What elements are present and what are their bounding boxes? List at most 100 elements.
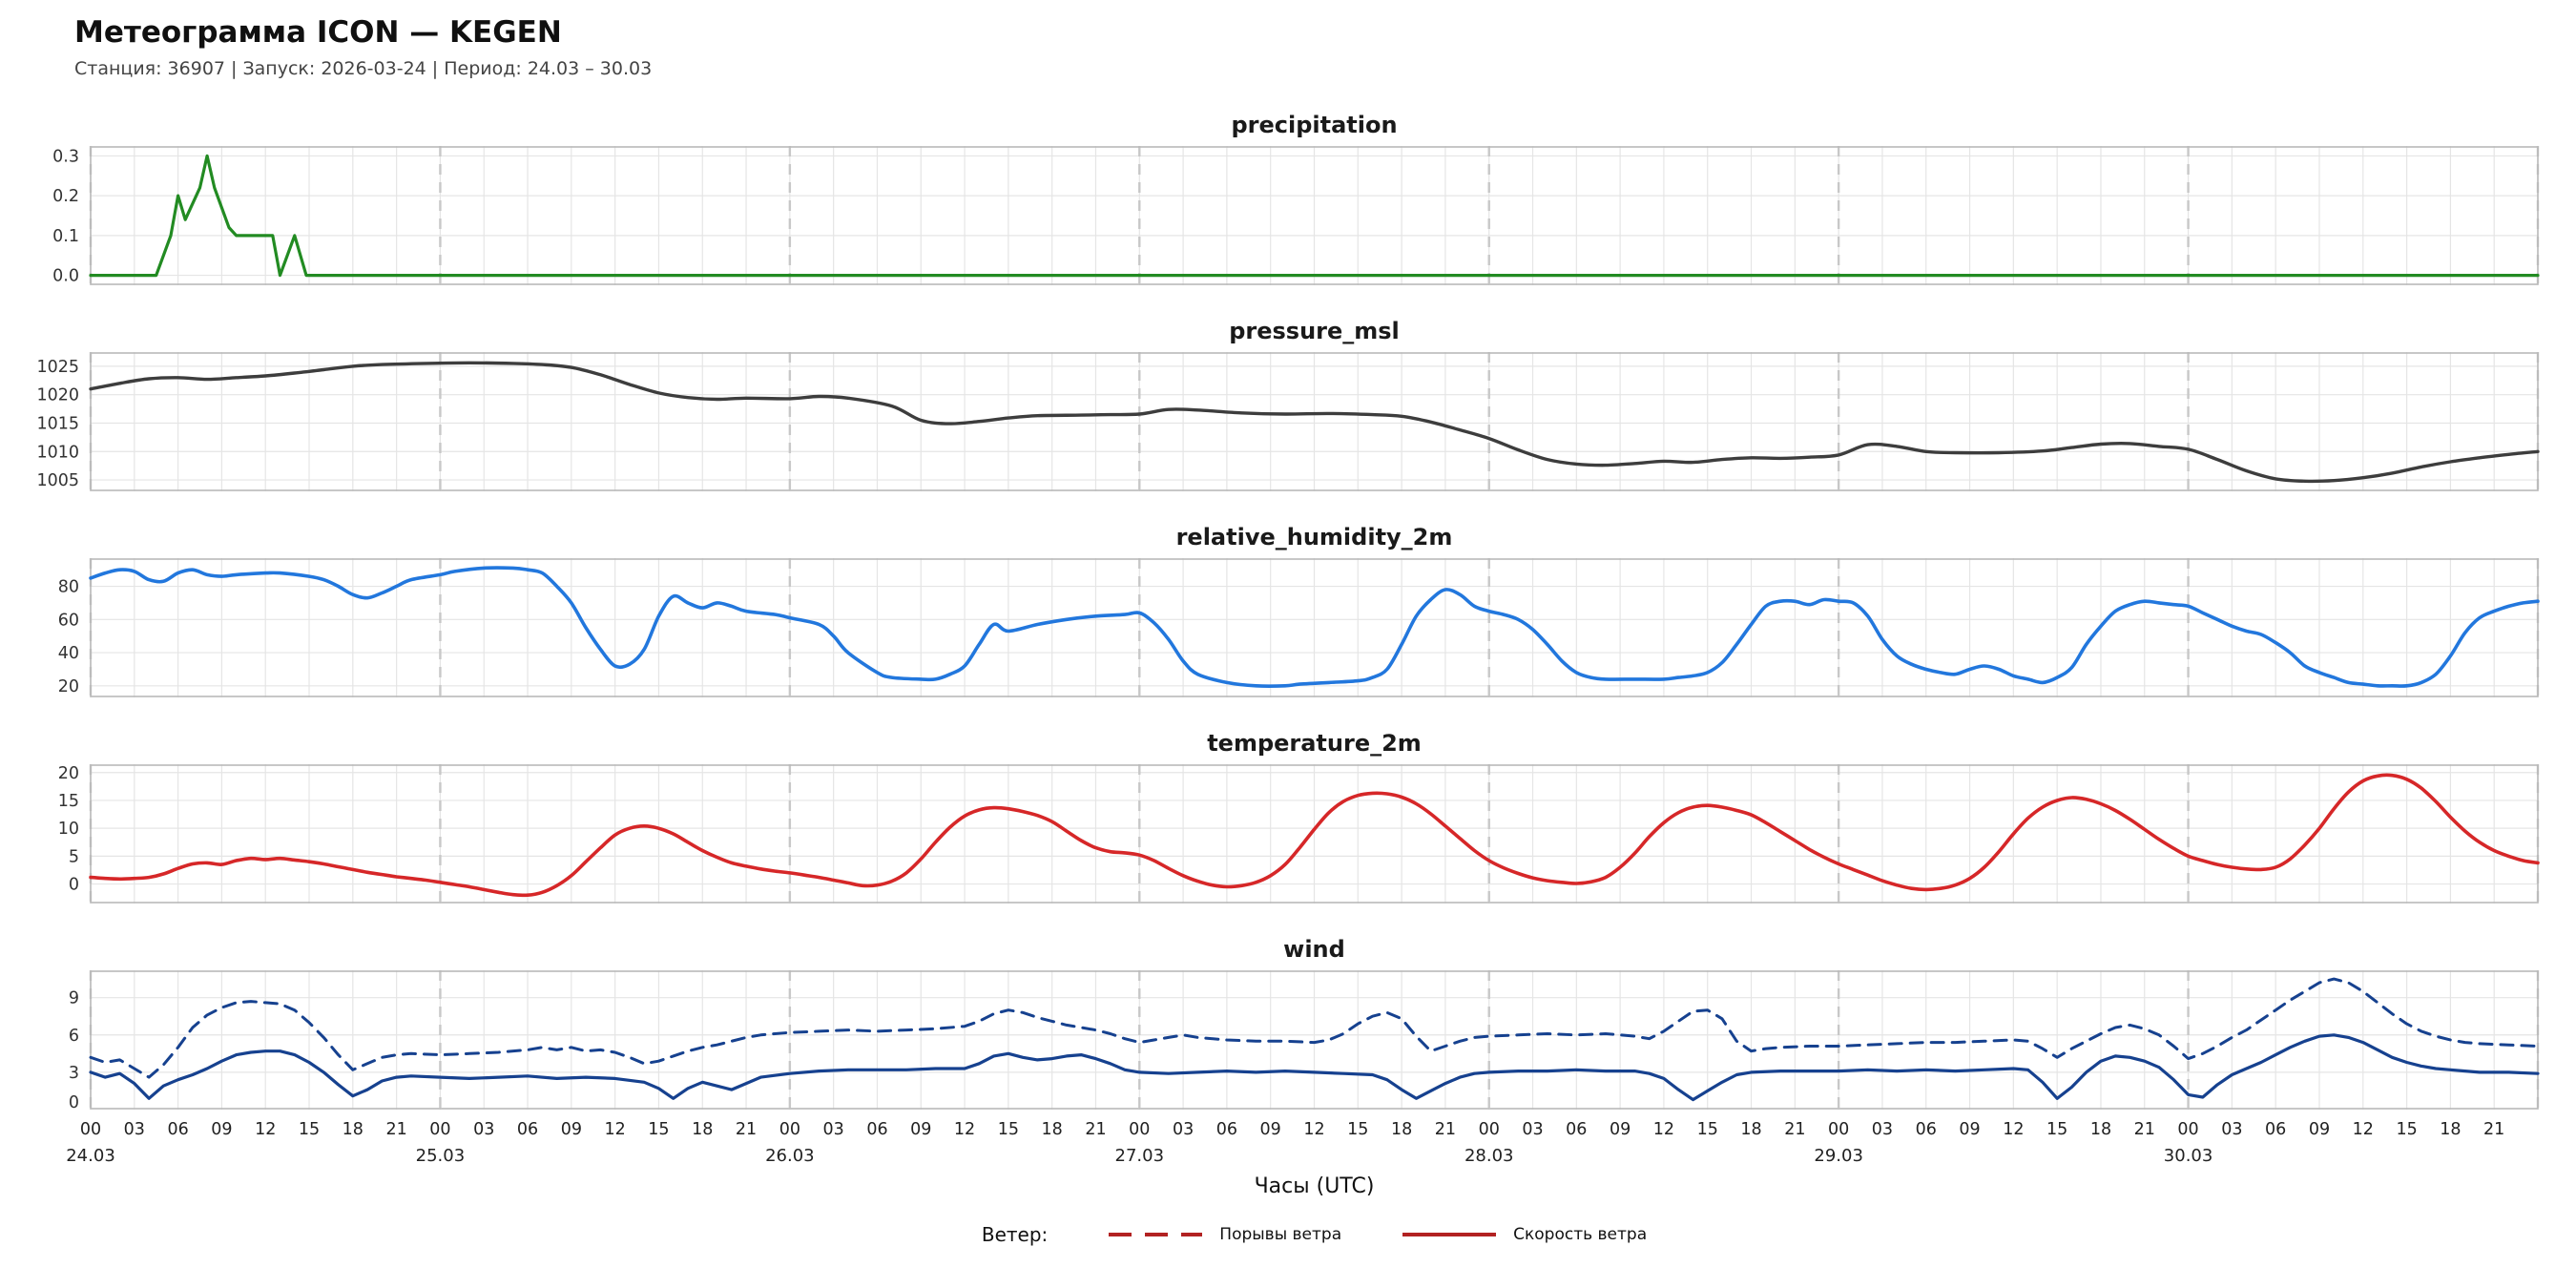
svg-text:15: 15 [1347, 1120, 1368, 1139]
svg-text:03: 03 [823, 1120, 844, 1139]
svg-text:29.03: 29.03 [1814, 1146, 1863, 1166]
temperature-plot: 0 5 10 15 20 [58, 764, 2540, 904]
svg-text:06: 06 [1566, 1120, 1587, 1139]
svg-text:27.03: 27.03 [1115, 1146, 1165, 1166]
panel-title-temperature: temperature_2m [1207, 730, 1422, 757]
panel-title-wind: wind [1283, 936, 1345, 963]
svg-text:21: 21 [1435, 1120, 1456, 1139]
svg-text:06: 06 [2265, 1120, 2286, 1139]
svg-text:15: 15 [299, 1120, 320, 1139]
svg-text:09: 09 [1610, 1120, 1631, 1139]
svg-text:09: 09 [1959, 1120, 1980, 1139]
svg-text:0.0: 0.0 [52, 267, 79, 285]
panel-title-pressure: pressure_msl [1229, 318, 1400, 344]
svg-text:25.03: 25.03 [416, 1146, 466, 1166]
svg-text:15: 15 [648, 1120, 669, 1139]
humidity-line [89, 566, 2540, 688]
plot-border [90, 352, 2539, 491]
svg-text:26.03: 26.03 [765, 1146, 815, 1166]
svg-text:06: 06 [866, 1120, 887, 1139]
panel-temperature: temperature_2m 0 5 10 15 20 [0, 730, 2576, 904]
svg-text:12: 12 [2003, 1120, 2024, 1139]
svg-text:03: 03 [1872, 1120, 1893, 1139]
grid [90, 352, 2539, 491]
svg-text:0.2: 0.2 [52, 187, 79, 206]
svg-text:15: 15 [998, 1120, 1019, 1139]
svg-text:40: 40 [58, 644, 79, 663]
svg-text:10: 10 [58, 820, 79, 839]
svg-text:06: 06 [167, 1120, 188, 1139]
svg-text:60: 60 [58, 611, 79, 630]
panel-wind: wind 0 3 6 9 00 03 06 09 12 15 18 21 00 03 06 09 12 15 18 2… [0, 936, 2576, 1173]
svg-text:18: 18 [2090, 1120, 2111, 1139]
svg-text:18: 18 [2440, 1120, 2461, 1139]
svg-text:03: 03 [473, 1120, 494, 1139]
svg-text:06: 06 [1216, 1120, 1237, 1139]
plot-border [90, 970, 2539, 1110]
svg-text:21: 21 [1085, 1120, 1106, 1139]
svg-text:0.1: 0.1 [52, 227, 79, 246]
svg-text:1020: 1020 [36, 386, 79, 405]
svg-text:00: 00 [1479, 1120, 1500, 1139]
svg-text:80: 80 [58, 578, 79, 597]
svg-text:21: 21 [2483, 1120, 2504, 1139]
page-subtitle: Станция: 36907 | Запуск: 2026-03-24 | Пе… [74, 58, 653, 79]
svg-text:1005: 1005 [36, 471, 79, 490]
svg-text:00: 00 [1129, 1120, 1150, 1139]
svg-text:15: 15 [2396, 1120, 2417, 1139]
svg-text:24.03: 24.03 [66, 1146, 115, 1166]
y-tick-labels: 0 3 6 9 [69, 989, 79, 1112]
svg-text:09: 09 [2309, 1120, 2330, 1139]
svg-text:28.03: 28.03 [1465, 1146, 1514, 1166]
grid [90, 146, 2539, 285]
svg-text:1010: 1010 [36, 443, 79, 462]
legend-item-speed: Скорость ветра [1402, 1225, 1647, 1244]
pressure-plot: 1005 1010 1015 1020 1025 [36, 352, 2540, 491]
svg-text:00: 00 [2177, 1120, 2198, 1139]
legend-title: Ветер: [981, 1223, 1049, 1246]
solid-line-sample [1402, 1233, 1497, 1236]
svg-text:12: 12 [1653, 1120, 1674, 1139]
svg-text:06: 06 [1916, 1120, 1937, 1139]
header: Метеограмма ICON — KEGEN Станция: 36907 … [0, 15, 2576, 79]
precipitation-plot: 0.0 0.1 0.2 0.3 [52, 146, 2540, 285]
precipitation-line [89, 154, 2540, 278]
panel-title-precipitation: precipitation [1231, 112, 1398, 138]
svg-text:18: 18 [1391, 1120, 1412, 1139]
svg-text:12: 12 [255, 1120, 276, 1139]
svg-text:6: 6 [69, 1027, 79, 1046]
wind-gusts-line [89, 977, 2540, 1079]
svg-text:12: 12 [954, 1120, 975, 1139]
svg-text:0: 0 [69, 1093, 79, 1112]
svg-text:0: 0 [69, 876, 79, 895]
grid [90, 970, 2539, 1110]
svg-text:18: 18 [692, 1120, 713, 1139]
y-tick-labels: 0 5 10 15 20 [58, 764, 79, 895]
svg-text:9: 9 [69, 989, 79, 1008]
svg-text:21: 21 [736, 1120, 757, 1139]
svg-text:09: 09 [561, 1120, 582, 1139]
svg-text:03: 03 [2221, 1120, 2242, 1139]
svg-text:03: 03 [1173, 1120, 1194, 1139]
svg-text:1015: 1015 [36, 414, 79, 433]
svg-text:12: 12 [2353, 1120, 2374, 1139]
panel-precipitation: precipitation 0.0 0.1 0.2 0.3 [0, 112, 2576, 285]
svg-text:18: 18 [1740, 1120, 1761, 1139]
plot-border [90, 558, 2539, 697]
svg-text:03: 03 [124, 1120, 145, 1139]
svg-text:00: 00 [1828, 1120, 1849, 1139]
svg-text:21: 21 [1784, 1120, 1805, 1139]
legend-label-speed: Скорость ветра [1513, 1225, 1648, 1244]
y-tick-labels: 0.0 0.1 0.2 0.3 [52, 147, 79, 285]
page-title: Метеограмма ICON — KEGEN [74, 15, 562, 50]
svg-text:09: 09 [910, 1120, 931, 1139]
svg-text:1025: 1025 [36, 358, 79, 377]
svg-text:18: 18 [1042, 1120, 1063, 1139]
dashed-line-sample [1109, 1233, 1203, 1236]
svg-text:09: 09 [211, 1120, 232, 1139]
svg-text:03: 03 [1522, 1120, 1543, 1139]
wind-speed-line [89, 1033, 2540, 1102]
panel-pressure: pressure_msl 1005 1010 1015 1020 1025 [0, 318, 2576, 491]
svg-text:3: 3 [69, 1064, 79, 1083]
